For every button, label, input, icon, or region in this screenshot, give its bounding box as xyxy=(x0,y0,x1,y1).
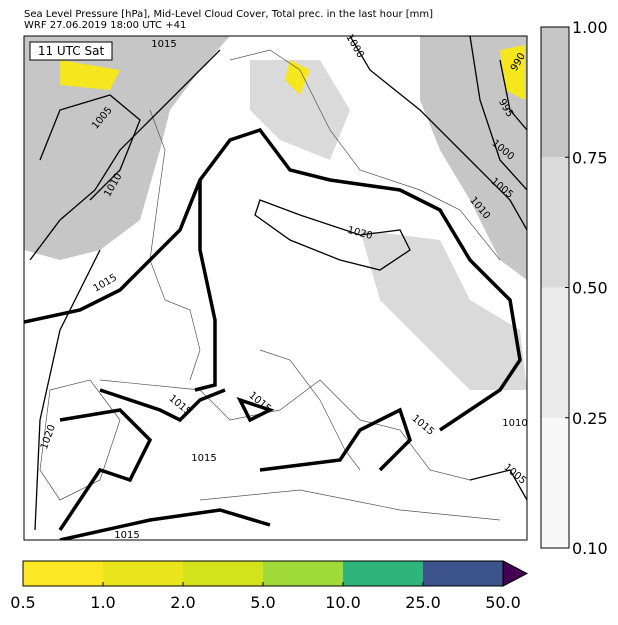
colorbar-tick-label: 2.0 xyxy=(170,593,195,612)
cloud-area xyxy=(250,60,350,160)
contour-label: 1015 xyxy=(114,530,139,541)
precip-colorbar: 0.5 1.0 2.0 5.0 10.0 25.0 50.0 xyxy=(10,560,529,612)
contour-label: 1010 xyxy=(502,418,527,429)
colorbar-tick-label: 5.0 xyxy=(250,593,275,612)
colorbar-segment xyxy=(541,417,569,548)
colorbar-segment xyxy=(183,561,263,586)
colorbar-tick-label: 0.5 xyxy=(10,593,35,612)
colorbar-tick-label: 0.50 xyxy=(572,279,608,298)
time-label: 11 UTC Sat xyxy=(38,44,105,58)
colorbar-tick-label: 0.10 xyxy=(572,539,608,558)
colorbar-segment xyxy=(541,287,569,418)
colorbar-segment xyxy=(541,157,569,288)
header-line: WRF 27.06.2019 18:00 UTC +41 xyxy=(24,20,186,31)
header-line: Sea Level Pressure [hPa], Mid-Level Clou… xyxy=(24,9,433,20)
contour-label: 1015 xyxy=(151,39,176,50)
cloud-area xyxy=(360,230,527,390)
map-layers xyxy=(24,36,527,540)
isobars xyxy=(29,36,527,531)
colorbar-tick-label: 50.0 xyxy=(485,593,521,612)
precip-area xyxy=(60,45,525,100)
colorbar-segment xyxy=(263,561,343,586)
colorbar-segment xyxy=(541,27,569,158)
colorbar-tick-label: 0.75 xyxy=(572,148,608,167)
map: 11 UTC Sat 1015 1000 990 995 1005 1000 1… xyxy=(23,32,528,541)
cloud-area xyxy=(420,36,527,280)
colorbar-tick-label: 10.0 xyxy=(325,593,361,612)
colorbar-tick-label: 1.0 xyxy=(90,593,115,612)
time-label-box xyxy=(29,41,113,61)
colorbar-segment xyxy=(103,561,183,586)
colorbar-tick-label: 1.00 xyxy=(572,18,608,37)
colorbar-segment xyxy=(423,561,503,586)
colorbar-segment xyxy=(343,561,423,586)
coastlines xyxy=(39,49,501,521)
colorbar-extend xyxy=(502,560,529,587)
contour-label: 1015 xyxy=(191,453,216,464)
colorbar-segment xyxy=(23,561,103,586)
map-frame xyxy=(23,35,528,541)
cloud-cover-colorbar: 1.00 0.75 0.50 0.25 0.10 xyxy=(540,18,608,558)
colorbar-tick-label: 0.25 xyxy=(572,409,608,428)
isobar-1015 xyxy=(24,127,522,540)
colorbar-tick-label: 25.0 xyxy=(405,593,441,612)
